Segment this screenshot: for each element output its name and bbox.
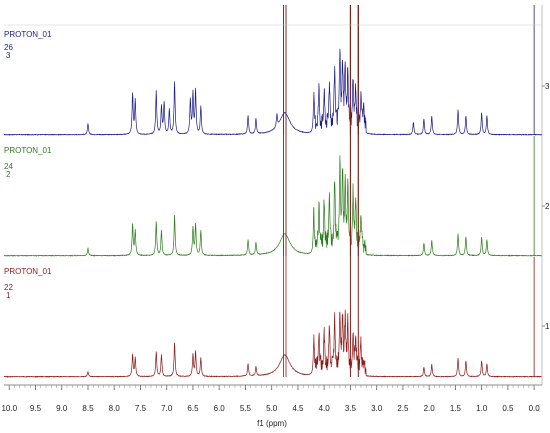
x-tick-label: 3.5	[345, 404, 357, 413]
x-tick-label: 1.5	[450, 404, 462, 413]
x-tick-label: 10.0	[1, 404, 17, 413]
series-3-number: 26	[4, 43, 13, 52]
spectrum-line-2	[3, 155, 542, 257]
x-tick-label: 6.5	[187, 404, 199, 413]
series-3-name: PROTON_01	[4, 30, 52, 39]
x-tick-label: 0.5	[502, 404, 514, 413]
series-1-name: PROTON_01	[4, 267, 52, 276]
x-tick-label: 8.5	[82, 404, 94, 413]
trace-index-label: 3	[545, 82, 550, 91]
series-3-trace: 3	[6, 51, 11, 60]
series-1-trace: 1	[6, 291, 11, 300]
x-tick-label: 6.0	[214, 404, 226, 413]
x-tick-label: 7.0	[161, 404, 173, 413]
series-2-number: 24	[4, 162, 13, 171]
x-tick-label: 9.5	[30, 404, 42, 413]
x-tick-label: 5.5	[240, 404, 252, 413]
spectrum-line-1	[3, 48, 542, 136]
x-tick-label: 5.0	[266, 404, 278, 413]
series-1-number: 22	[4, 283, 13, 292]
x-tick-label: 8.0	[109, 404, 121, 413]
x-axis: 10.0 9.5 9.0 8.5 8.0 7.5 7.0 6.5 6.0 5.5 5.0 4.5 4.0…	[1, 5, 543, 413]
spectrum-line-3	[3, 309, 542, 378]
x-tick-label: 3.0	[371, 404, 383, 413]
x-tick-label: 2.5	[397, 404, 409, 413]
trace-index-label: 1	[545, 322, 550, 331]
x-tick-label: 1.0	[476, 404, 488, 413]
x-tick-label: 4.5	[292, 404, 304, 413]
trace-index-axis: 3 2 1	[542, 82, 550, 331]
x-tick-label: 9.0	[56, 404, 68, 413]
x-tick-label: 2.0	[424, 404, 436, 413]
x-tick-label: 4.0	[319, 404, 331, 413]
x-tick-label: 0.0	[529, 404, 541, 413]
spectrum-traces	[3, 5, 542, 378]
series-2-trace: 2	[6, 170, 11, 179]
x-tick-label: 7.5	[135, 404, 147, 413]
trace-index-label: 2	[545, 202, 550, 211]
x-axis-title: f1 (ppm)	[257, 419, 287, 428]
series-2-name: PROTON_01	[4, 146, 52, 155]
